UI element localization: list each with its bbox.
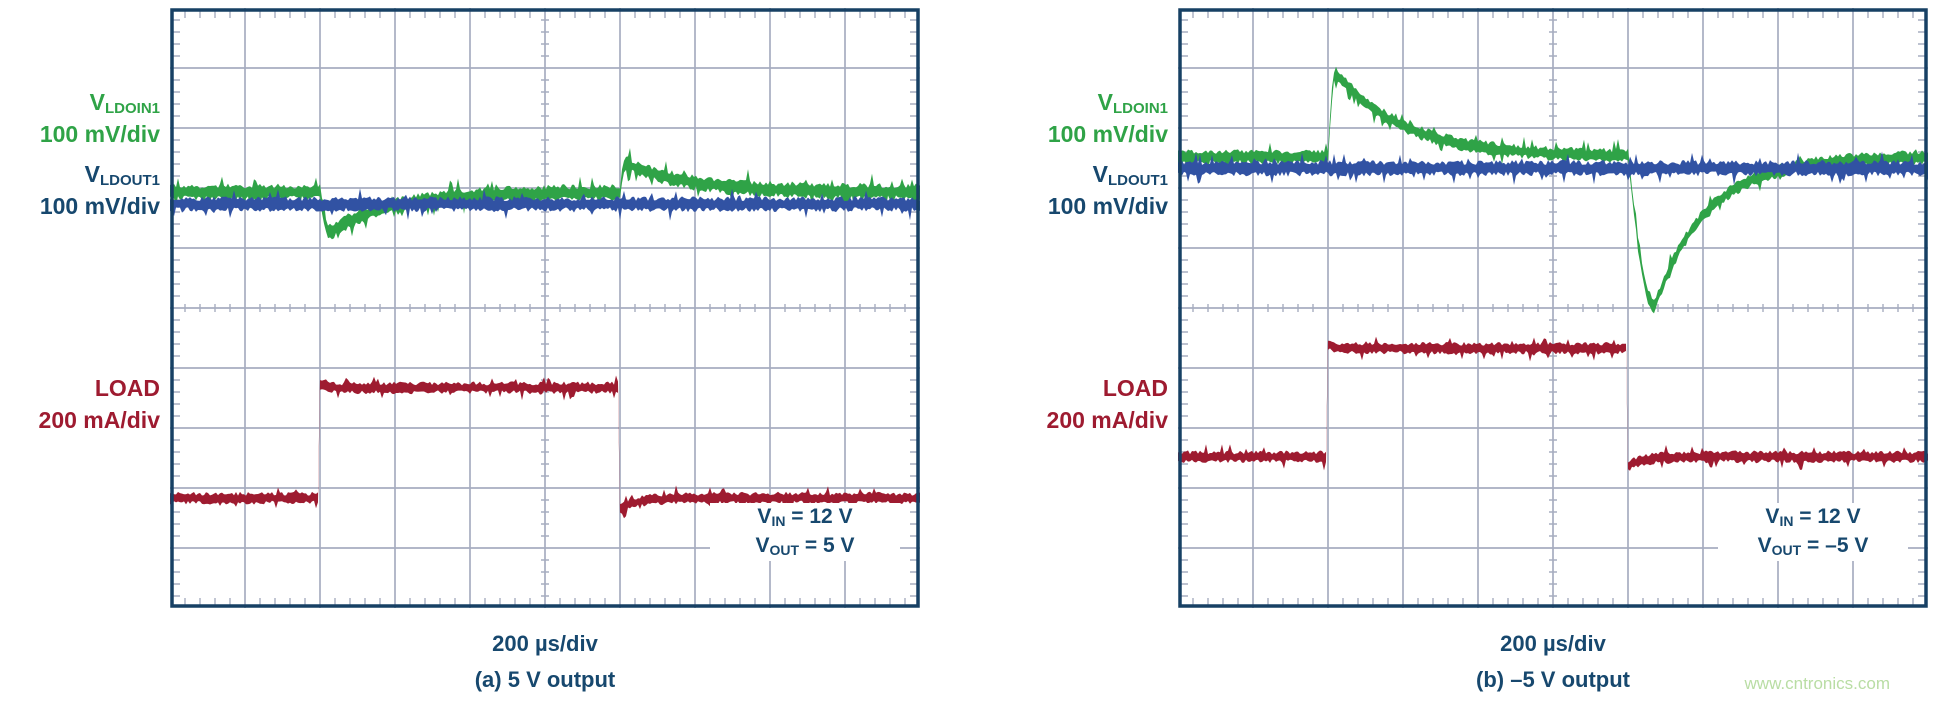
minor-ticks xyxy=(173,11,917,605)
channel-name: VLDOUT1 xyxy=(1092,161,1168,189)
channel-label-vldoin1: VLDOIN1 100 mV/div xyxy=(1008,88,1168,149)
channel-label-load: LOAD 200 mA/div xyxy=(1008,374,1168,435)
trace-load xyxy=(1178,336,1928,471)
channel-name: LOAD xyxy=(1102,375,1168,401)
channel-name: VLDOIN1 xyxy=(1097,89,1168,117)
trace-v-ldout1 xyxy=(170,188,920,221)
annotation-a: VIN = 12 V VOUT = 5 V xyxy=(710,503,900,561)
grid-lines xyxy=(170,8,920,608)
channel-name: VLDOUT1 xyxy=(84,161,160,189)
trace-v-ldoin1 xyxy=(170,148,920,240)
channel-scale: 100 mV/div xyxy=(1047,121,1168,147)
plot-border xyxy=(170,8,920,608)
channel-label-vldout1: VLDOUT1 100 mV/div xyxy=(0,160,160,221)
x-axis-label-a: 200 µs/div xyxy=(492,631,598,656)
panel-a: VLDOIN1 100 mV/div VLDOUT1 100 mV/div LO… xyxy=(0,0,942,704)
grid-lines xyxy=(1178,8,1928,608)
channel-scale: 100 mV/div xyxy=(39,121,160,147)
channel-scale: 100 mV/div xyxy=(39,193,160,219)
caption-a: (a) 5 V output xyxy=(474,667,616,692)
watermark: www.cntronics.com xyxy=(1744,674,1890,693)
annotation-line: VOUT = 5 V xyxy=(755,534,855,558)
channel-scale: 200 mA/div xyxy=(38,407,160,433)
plot-border xyxy=(1178,8,1928,608)
caption-b: (b) –5 V output xyxy=(1476,667,1630,692)
channel-name: VLDOIN1 xyxy=(89,89,160,117)
channel-scale: 200 mA/div xyxy=(1046,407,1168,433)
panel-b: VLDOIN1 100 mV/div VLDOUT1 100 mV/div LO… xyxy=(1008,0,1950,704)
channel-label-vldout1: VLDOUT1 100 mV/div xyxy=(1008,160,1168,221)
channel-scale: 100 mV/div xyxy=(1047,193,1168,219)
annotation-b: VIN = 12 V VOUT = –5 V xyxy=(1718,503,1908,561)
x-axis-label-b: 200 µs/div xyxy=(1500,631,1606,656)
annotation-line: VOUT = –5 V xyxy=(1757,534,1869,558)
annotation-line: VIN = 12 V xyxy=(1765,505,1861,529)
annotation-line: VIN = 12 V xyxy=(757,505,853,529)
channel-label-load: LOAD 200 mA/div xyxy=(0,374,160,435)
oscilloscope-plot-a xyxy=(170,8,920,608)
trace-v-ldout1 xyxy=(1178,151,1928,186)
minor-ticks xyxy=(1181,11,1925,605)
channel-label-vldoin1: VLDOIN1 100 mV/div xyxy=(0,88,160,149)
channel-name: LOAD xyxy=(94,375,160,401)
oscilloscope-plot-b xyxy=(1178,8,1928,608)
